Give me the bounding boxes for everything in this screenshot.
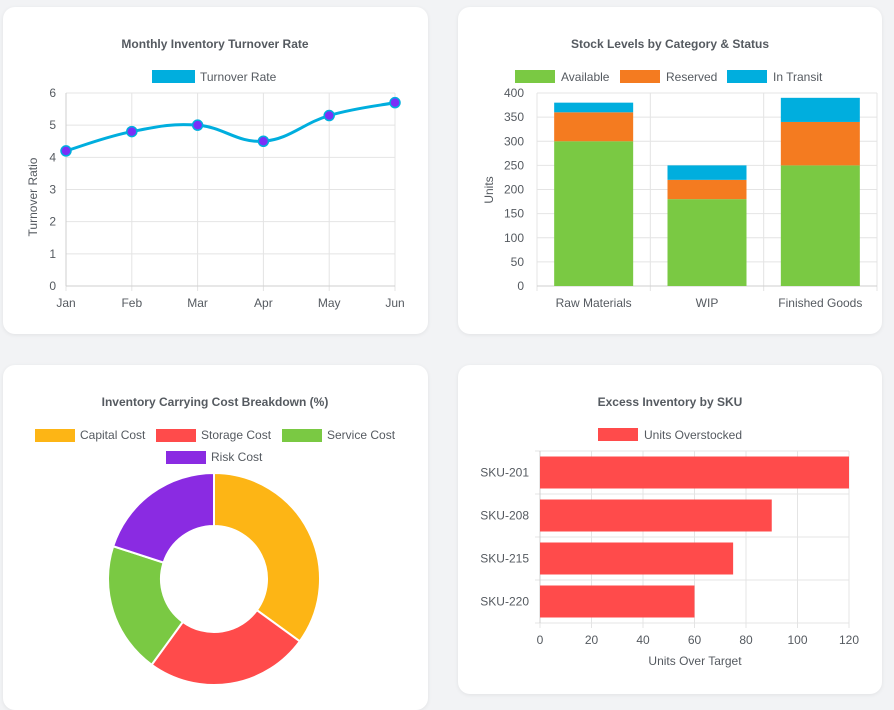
legend-swatch-storage-cost[interactable]: [156, 429, 196, 442]
bar-raw-materials-reserved[interactable]: [554, 112, 634, 142]
x-tick-label: Mar: [187, 296, 208, 310]
x-tick-label: WIP: [696, 296, 719, 310]
legend-label-in-transit[interactable]: In Transit: [773, 70, 823, 84]
donut-slice-capital-cost[interactable]: [213, 471, 322, 643]
x-tick-label: 40: [636, 633, 650, 647]
legend-label-service-cost[interactable]: Service Cost: [327, 428, 396, 442]
x-tick-label: 20: [585, 633, 599, 647]
y-tick-label: 5: [49, 118, 56, 132]
data-point-feb[interactable]: [126, 125, 138, 138]
y-tick-label: 4: [49, 150, 56, 164]
y-axis-title: Units: [482, 176, 496, 203]
donut-slice-risk-cost[interactable]: [111, 471, 215, 564]
bar-sku-201[interactable]: [540, 456, 849, 489]
excess-inventory-bar-chart: Excess Inventory by SKU Units Overstocke…: [480, 395, 859, 668]
legend-swatch-risk-cost[interactable]: [166, 451, 206, 464]
x-tick-label: Jun: [385, 296, 404, 310]
data-point-jan[interactable]: [60, 145, 72, 157]
legend-label-available[interactable]: Available: [561, 70, 610, 84]
y-tick-label: 1: [49, 247, 56, 261]
carrying-cost-chart-card: Inventory Carrying Cost Breakdown (%) Ca…: [3, 365, 428, 710]
legend-swatch-available[interactable]: [515, 70, 555, 83]
bar-raw-materials-available[interactable]: [554, 141, 634, 286]
y-tick-label: 400: [504, 86, 524, 100]
x-tick-label: 80: [739, 633, 753, 647]
y-tick-label: 6: [49, 86, 56, 100]
turnover-chart-card: Monthly Inventory Turnover Rate Turnover…: [3, 7, 428, 334]
legend-swatch-capital-cost[interactable]: [35, 429, 75, 442]
bar-wip-reserved[interactable]: [667, 179, 747, 200]
y-tick-label: 100: [504, 231, 524, 245]
chart-title: Stock Levels by Category & Status: [571, 37, 769, 51]
y-tick-label: 3: [49, 183, 56, 197]
bar-wip-available[interactable]: [667, 199, 747, 286]
y-tick-label: 0: [49, 279, 56, 293]
bar-raw-materials-in-transit[interactable]: [554, 102, 634, 113]
chart-title: Inventory Carrying Cost Breakdown (%): [102, 395, 329, 409]
turnover-series-line: [65, 101, 396, 153]
donut-slice-service-cost[interactable]: [106, 544, 185, 667]
bar-wip-in-transit[interactable]: [667, 165, 747, 180]
x-tick-label: Jan: [56, 296, 75, 310]
bar-sku-215[interactable]: [540, 542, 734, 575]
bar-finished-goods-available[interactable]: [780, 165, 860, 286]
donut-slice-storage-cost[interactable]: [150, 608, 302, 687]
y-tick-label: SKU-215: [480, 552, 529, 566]
bar-sku-208[interactable]: [540, 499, 772, 532]
x-tick-label: Finished Goods: [778, 296, 862, 310]
y-tick-label: 200: [504, 183, 524, 197]
data-point-may[interactable]: [323, 109, 335, 122]
data-point-jun[interactable]: [389, 96, 401, 109]
stock-levels-stacked-bar-chart: Stock Levels by Category & Status Availa…: [482, 37, 878, 310]
legend-swatch-in-transit[interactable]: [727, 70, 767, 83]
y-tick-label: 300: [504, 134, 524, 148]
x-tick-label: Apr: [254, 296, 273, 310]
legend-swatch-turnover-rate[interactable]: [152, 70, 195, 83]
data-point-apr[interactable]: [257, 135, 270, 147]
legend-swatch-reserved[interactable]: [620, 70, 660, 83]
data-point-mar[interactable]: [191, 119, 204, 131]
y-tick-label: 150: [504, 207, 524, 221]
x-tick-label: May: [318, 296, 341, 310]
y-tick-label: SKU-201: [480, 466, 529, 480]
y-tick-label: 0: [517, 279, 524, 293]
carrying-cost-donut-chart: Inventory Carrying Cost Breakdown (%) Ca…: [35, 395, 396, 687]
y-tick-label: 350: [504, 110, 524, 124]
legend-swatch-service-cost[interactable]: [282, 429, 322, 442]
y-tick-label: SKU-208: [480, 509, 529, 523]
legend-label-reserved[interactable]: Reserved: [666, 70, 717, 84]
x-tick-label: Raw Materials: [556, 296, 632, 310]
legend-label-turnover-rate[interactable]: Turnover Rate: [200, 70, 277, 84]
chart-title: Monthly Inventory Turnover Rate: [121, 37, 308, 51]
legend-label-risk-cost[interactable]: Risk Cost: [211, 450, 263, 464]
chart-title: Excess Inventory by SKU: [598, 395, 743, 409]
legend-label-units-overstocked[interactable]: Units Overstocked: [644, 428, 742, 442]
legend-label-storage-cost[interactable]: Storage Cost: [201, 428, 272, 442]
y-tick-label: SKU-220: [480, 595, 529, 609]
x-axis-title: Units Over Target: [648, 654, 742, 668]
y-tick-label: 2: [49, 215, 56, 229]
x-tick-label: Feb: [121, 296, 142, 310]
y-tick-label: 250: [504, 158, 524, 172]
x-tick-label: 100: [787, 633, 807, 647]
legend-label-capital-cost[interactable]: Capital Cost: [80, 428, 146, 442]
bar-sku-220[interactable]: [540, 585, 695, 618]
stock-levels-chart-card: Stock Levels by Category & Status Availa…: [458, 7, 882, 334]
legend-swatch-units-overstocked[interactable]: [598, 428, 638, 441]
bar-finished-goods-in-transit[interactable]: [780, 97, 860, 122]
y-axis-title: Turnover Ratio: [26, 157, 40, 236]
excess-inventory-chart-card: Excess Inventory by SKU Units Overstocke…: [458, 365, 882, 694]
y-tick-label: 50: [511, 255, 525, 269]
bar-finished-goods-reserved[interactable]: [780, 121, 860, 166]
x-tick-label: 60: [688, 633, 702, 647]
turnover-line-chart: Monthly Inventory Turnover Rate Turnover…: [26, 37, 405, 310]
x-tick-label: 120: [839, 633, 859, 647]
x-tick-label: 0: [537, 633, 544, 647]
